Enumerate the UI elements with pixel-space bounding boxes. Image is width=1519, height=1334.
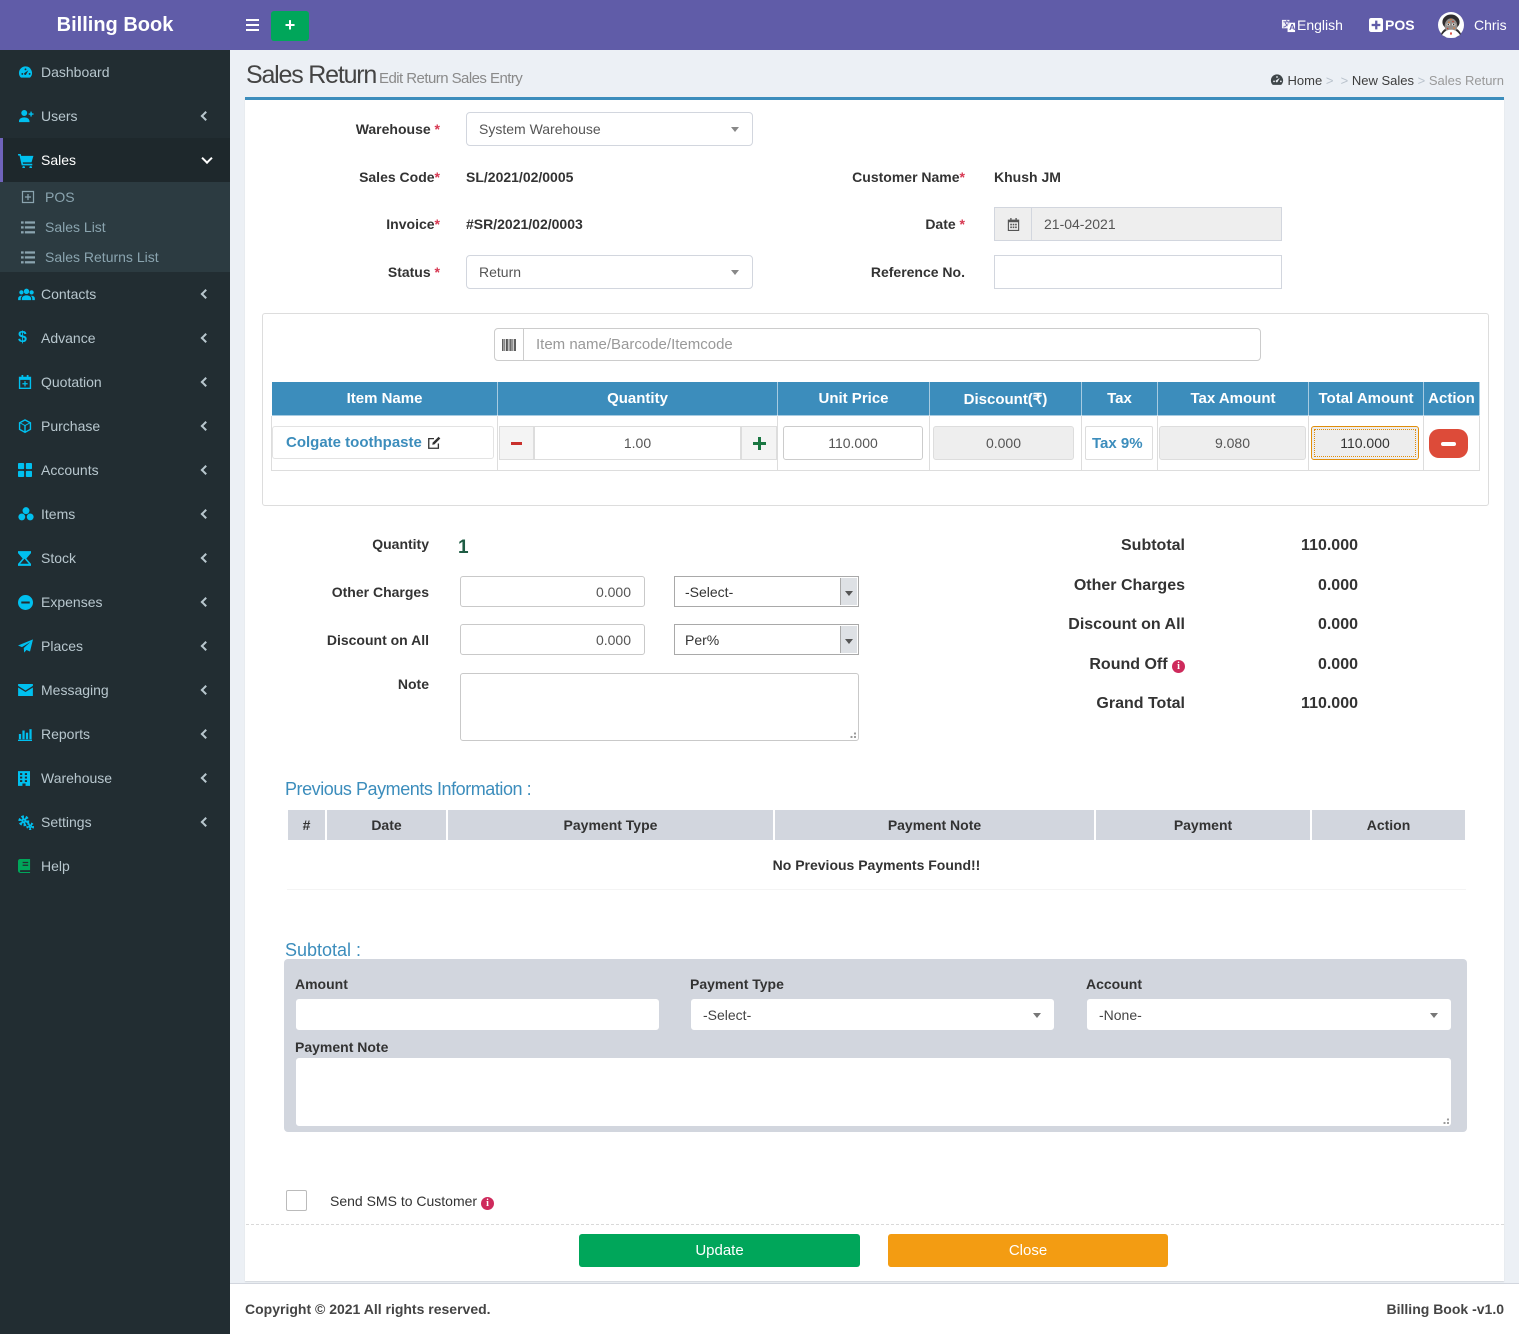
- svg-text:A: A: [1289, 22, 1295, 32]
- svg-text:文: 文: [1283, 19, 1291, 29]
